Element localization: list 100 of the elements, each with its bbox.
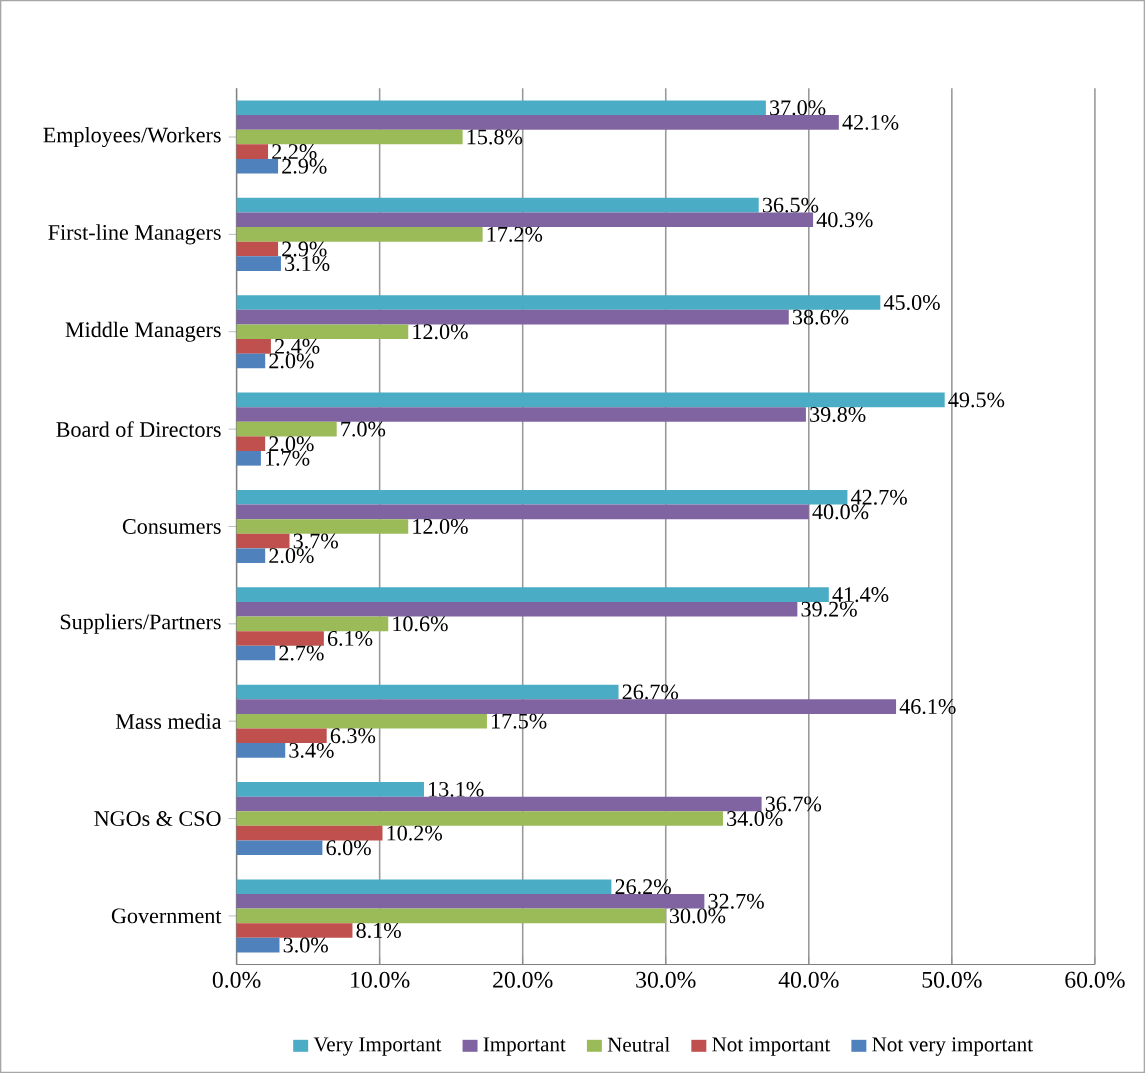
bar [236, 684, 619, 700]
bar [236, 548, 266, 563]
legend-label: Very Important [313, 1037, 442, 1056]
bar [236, 504, 809, 520]
bar [236, 811, 723, 826]
bar [236, 227, 483, 242]
data-label: 40.0% [812, 504, 869, 520]
data-label: 17.5% [492, 713, 547, 729]
y-tick-label: Suppliers/Partners [60, 613, 221, 634]
bar [236, 421, 337, 437]
y-tick-label: Government [111, 908, 222, 924]
bar [236, 338, 271, 354]
data-label: 36.7% [765, 796, 822, 812]
bar [236, 713, 487, 729]
x-tick-label: 0.0% [212, 971, 261, 988]
bar [236, 645, 276, 661]
bar [236, 256, 281, 271]
data-label: 10.2% [387, 825, 443, 841]
bar [236, 937, 280, 953]
data-label: 2.9% [282, 158, 327, 174]
data-label: 39.8% [810, 406, 866, 422]
x-tick-label: 20.0% [493, 971, 553, 988]
bar [236, 436, 266, 451]
bar [236, 309, 789, 325]
legend-label: Important [483, 1037, 566, 1056]
data-label: 26.7% [622, 684, 679, 700]
y-tick-label: Employees/Workers [43, 126, 221, 148]
data-label: 2.0% [269, 436, 314, 452]
bar [236, 519, 409, 534]
bar [236, 407, 806, 422]
x-tick-label: 30.0% [636, 971, 696, 988]
y-tick-label: Consumers [122, 518, 221, 534]
legend-label: Not very important [872, 1037, 1033, 1056]
data-label: 2.0% [269, 548, 314, 564]
data-label: 12.0% [413, 518, 468, 534]
data-label: 12.0% [413, 324, 468, 340]
bar [236, 353, 266, 369]
data-label: 30.0% [669, 908, 726, 924]
data-label: 46.1% [899, 699, 956, 715]
bar [236, 158, 279, 174]
bar [236, 601, 798, 617]
data-label: 45.0% [883, 294, 940, 310]
bar [236, 295, 881, 310]
bar [236, 923, 353, 938]
bar [236, 489, 848, 505]
y-tick-label: Board of Directors [56, 421, 221, 437]
x-tick-label: 60.0% [1065, 971, 1125, 988]
bar [236, 840, 323, 856]
data-label: 41.4% [832, 587, 889, 603]
bar [236, 115, 839, 130]
data-label: 8.1% [356, 922, 401, 938]
data-label: 6.1% [327, 630, 373, 646]
bar [236, 631, 324, 646]
data-label: 34.0% [727, 811, 783, 827]
bar [236, 825, 383, 841]
data-label: 42.7% [850, 489, 907, 505]
bar [236, 728, 327, 744]
data-label: 49.5% [948, 392, 1005, 408]
bar [236, 212, 814, 228]
data-label: 2.2% [272, 144, 317, 160]
bar [236, 796, 762, 812]
y-tick-label: Mass media [115, 713, 222, 729]
data-label: 39.2% [801, 601, 857, 617]
data-label: 13.1% [429, 781, 484, 797]
data-label: 36.5% [762, 197, 819, 213]
legend-label: Neutral [607, 1036, 670, 1052]
data-label: 42.1% [842, 114, 899, 130]
y-tick-label: NGOs & CSO [94, 811, 221, 826]
data-label: 2.0% [269, 353, 314, 369]
data-label: 7.0% [341, 421, 386, 437]
bar [236, 743, 286, 758]
data-label: 2.7% [279, 645, 324, 661]
bar [236, 392, 945, 408]
bar [236, 781, 424, 797]
bar [236, 879, 612, 894]
bar [236, 197, 759, 213]
data-label: 32.7% [708, 893, 764, 909]
data-label: 26.2% [615, 879, 671, 895]
data-label: 15.8% [467, 129, 523, 145]
data-label: 38.6% [793, 309, 849, 325]
data-label: 37.0% [770, 100, 826, 116]
data-label: 1.7% [266, 450, 310, 466]
data-label: 3.1% [285, 256, 330, 272]
data-label: 3.7% [293, 533, 338, 549]
bar [236, 241, 279, 257]
bar [236, 324, 409, 339]
bar [236, 100, 766, 116]
data-label: 40.3% [816, 212, 873, 228]
data-label: 3.4% [289, 742, 334, 758]
y-tick-label: Middle Managers [65, 321, 221, 342]
data-label: 2.4% [275, 338, 320, 354]
bar [236, 144, 269, 159]
bar [236, 893, 705, 909]
data-label: 6.3% [330, 728, 376, 744]
data-label: 2.9% [282, 241, 327, 257]
data-label: 17.2% [487, 226, 543, 242]
bar [236, 908, 666, 924]
bar [236, 129, 463, 145]
bar [236, 699, 897, 714]
y-tick-label: First-line Managers [48, 224, 221, 245]
